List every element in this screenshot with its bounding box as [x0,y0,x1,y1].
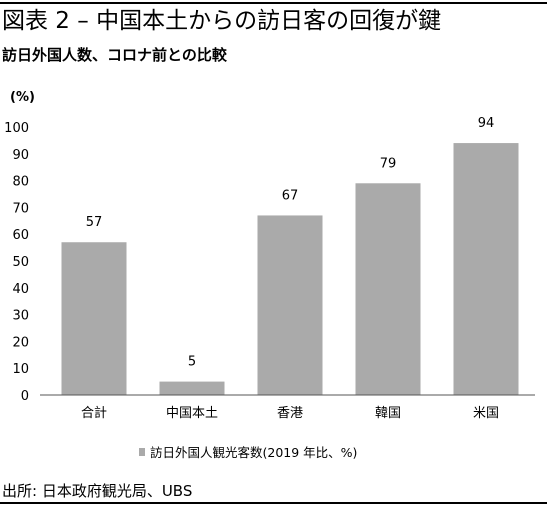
y-axis: 0 10 20 30 40 50 60 70 80 90 100 [4,121,29,404]
x-axis: 合計 中国本土 香港 韓国 米国 [81,405,499,421]
x-tick-label: 香港 [277,406,303,421]
y-tick-label: 100 [4,121,29,136]
bar-value-label: 94 [478,116,495,131]
bar-value-label: 5 [188,355,196,370]
figure-title: 図表 2 – 中国本土からの訪日客の回復が鍵 [2,8,442,34]
x-tick-label: 米国 [473,406,499,421]
bar-chart: (%) 0 10 20 30 40 50 60 70 80 90 100 57 5 67 79 94 合計 中… [4,90,535,460]
y-tick-label: 70 [12,201,29,216]
y-tick-label: 60 [12,228,29,243]
top-rule [0,2,547,4]
bar [61,242,127,395]
y-tick-label: 20 [12,335,29,350]
legend-swatch [139,448,145,456]
y-tick-label: 30 [12,309,29,324]
bars: 57 5 67 79 94 [61,116,519,395]
x-tick-label: 中国本土 [166,406,218,421]
bar [453,143,519,395]
x-tick-label: 合計 [81,405,107,421]
bar [257,215,323,395]
y-unit-label: (%) [10,90,35,105]
bar-value-label: 67 [282,188,299,203]
legend: 訪日外国人観光客数(2019 年比、%) [139,445,357,460]
bar-value-label: 79 [380,156,397,171]
y-tick-label: 50 [12,255,29,270]
y-tick-label: 10 [12,362,29,377]
bar [159,381,225,395]
y-tick-label: 0 [21,389,29,404]
y-tick-label: 90 [12,148,29,163]
bar-value-label: 57 [86,215,103,230]
bottom-rule [0,502,547,504]
legend-label: 訪日外国人観光客数(2019 年比、%) [150,445,357,460]
x-tick-label: 韓国 [375,406,401,421]
figure-subtitle: 訪日外国人数、コロナ前との比較 [2,46,227,64]
y-tick-label: 40 [12,282,29,297]
source-note: 出所: 日本政府観光局、UBS [2,482,193,500]
bar [355,183,421,395]
y-tick-label: 80 [12,175,29,190]
